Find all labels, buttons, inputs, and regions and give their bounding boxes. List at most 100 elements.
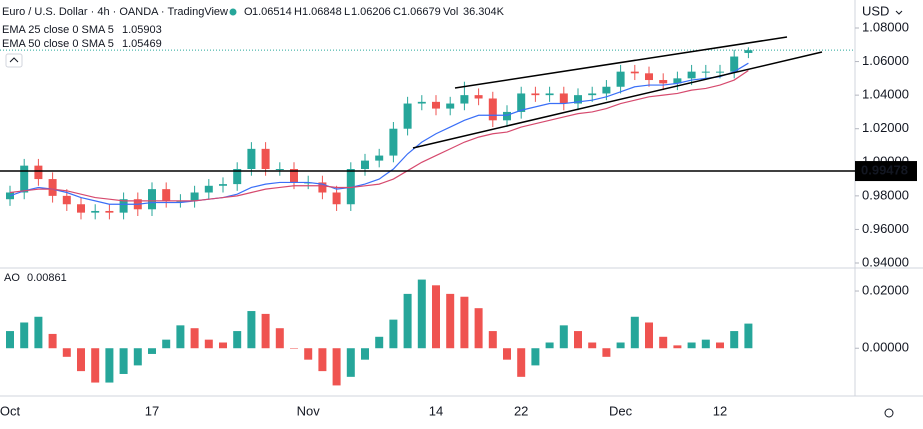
ao-bar — [673, 345, 682, 349]
ao-bar — [219, 342, 227, 349]
candle-body — [318, 182, 327, 193]
ao-bar — [62, 348, 71, 357]
ao-bar — [446, 293, 455, 349]
candle-body — [148, 189, 156, 210]
ao-bar — [6, 331, 14, 349]
candle-body — [574, 95, 582, 104]
y-tick-label: 0.02000 — [862, 282, 909, 297]
x-tick-label: 12 — [713, 403, 727, 418]
candle-body — [20, 165, 29, 193]
x-tick-label: Nov — [297, 403, 321, 418]
collapse-icon — [9, 57, 19, 63]
ohlc-value: 1.06514 — [252, 6, 292, 18]
candle-body — [77, 204, 85, 213]
candle-body — [559, 93, 568, 104]
ao-bar — [148, 348, 156, 354]
x-tick-label: Oct — [0, 403, 20, 418]
ao-bar — [34, 316, 43, 349]
ao-bar — [119, 348, 128, 374]
candle-body — [204, 185, 213, 193]
candle-body — [446, 103, 455, 109]
indicator-name[interactable]: EMA 50 close 0 SMA 5 — [2, 38, 114, 50]
ao-bar — [488, 331, 497, 349]
y-tick-label: 0.96000 — [862, 221, 909, 236]
ao-bar — [133, 348, 142, 366]
candle-body — [517, 93, 526, 112]
ao-bar — [261, 313, 270, 349]
candle-body — [616, 71, 625, 87]
ohlc-value: 1.06679 — [401, 6, 441, 18]
ao-bar — [474, 308, 483, 349]
candle-body — [275, 169, 284, 170]
y-tick-label: 1.08000 — [862, 19, 909, 34]
candle-body — [588, 93, 597, 96]
candle-body — [602, 86, 611, 94]
ao-bar — [630, 316, 639, 349]
currency-caret — [895, 10, 903, 15]
indicator-value: 0.00861 — [27, 272, 67, 284]
ao-bar — [290, 348, 298, 349]
ao-bar — [545, 342, 554, 349]
candle-body — [233, 169, 242, 185]
ao-bar — [48, 333, 57, 349]
level-label-box — [855, 161, 917, 182]
ao-bar — [77, 348, 85, 372]
trendline-lower[interactable] — [412, 51, 823, 149]
candle-body — [105, 210, 114, 213]
candle-body — [531, 93, 540, 96]
y-tick-label: 1.04000 — [862, 87, 909, 102]
ao-bar — [531, 348, 540, 366]
y-tick-label: 0.94000 — [862, 254, 909, 269]
y-tick-label: 1.02000 — [862, 120, 909, 135]
ao-bar — [403, 293, 412, 349]
indicator-value: 1.05903 — [122, 24, 162, 36]
candle-body — [346, 169, 355, 205]
candle-body — [219, 184, 227, 186]
candle-body — [91, 210, 100, 213]
ao-bar — [247, 311, 256, 349]
ao-bar — [517, 348, 526, 377]
currency[interactable]: USD — [862, 3, 889, 18]
ao-bar — [460, 296, 469, 349]
candle-body — [488, 98, 497, 121]
ohlc-label: O — [244, 6, 253, 18]
ohlc-value: 1.06848 — [302, 6, 342, 18]
candle-body — [261, 148, 270, 169]
candle-body — [332, 192, 341, 205]
settings-icon[interactable] — [884, 408, 894, 418]
ao-bar — [574, 331, 582, 349]
volume-label: Vol — [443, 6, 458, 18]
candle-body — [545, 93, 554, 96]
ao-bar — [701, 339, 710, 349]
ao-bar — [687, 342, 696, 349]
candle-body — [247, 148, 256, 169]
candle-body — [62, 195, 71, 205]
ao-bar — [275, 328, 284, 349]
ao-bar — [417, 279, 426, 349]
ao-bar — [588, 342, 597, 349]
candle-body — [403, 103, 412, 129]
x-tick-label: 14 — [429, 403, 443, 418]
candle-body — [162, 189, 171, 201]
candle-body — [34, 165, 43, 180]
ao-bar — [645, 322, 653, 349]
ohlc-label: L — [344, 6, 350, 18]
symbol-title[interactable]: Euro / U.S. Dollar · 4h · OANDA · Tradin… — [2, 6, 228, 18]
candle-body — [659, 80, 668, 84]
indicator-name[interactable]: EMA 25 close 0 SMA 5 — [2, 24, 114, 36]
trendline-upper[interactable] — [454, 36, 788, 89]
candle-body — [375, 155, 384, 161]
candle-body — [48, 179, 57, 196]
candle-body — [190, 192, 199, 201]
candle-body — [744, 50, 753, 53]
ao-bar — [304, 348, 313, 360]
ao-bar — [346, 348, 355, 377]
market-status[interactable] — [229, 8, 237, 16]
indicator-name[interactable]: AO — [4, 272, 20, 284]
collapse-button[interactable] — [5, 53, 23, 68]
ao-bar — [375, 336, 384, 349]
candle-body — [432, 101, 440, 109]
ao-bar — [744, 323, 753, 349]
ema-line — [9, 69, 749, 202]
ao-bar — [389, 319, 398, 349]
